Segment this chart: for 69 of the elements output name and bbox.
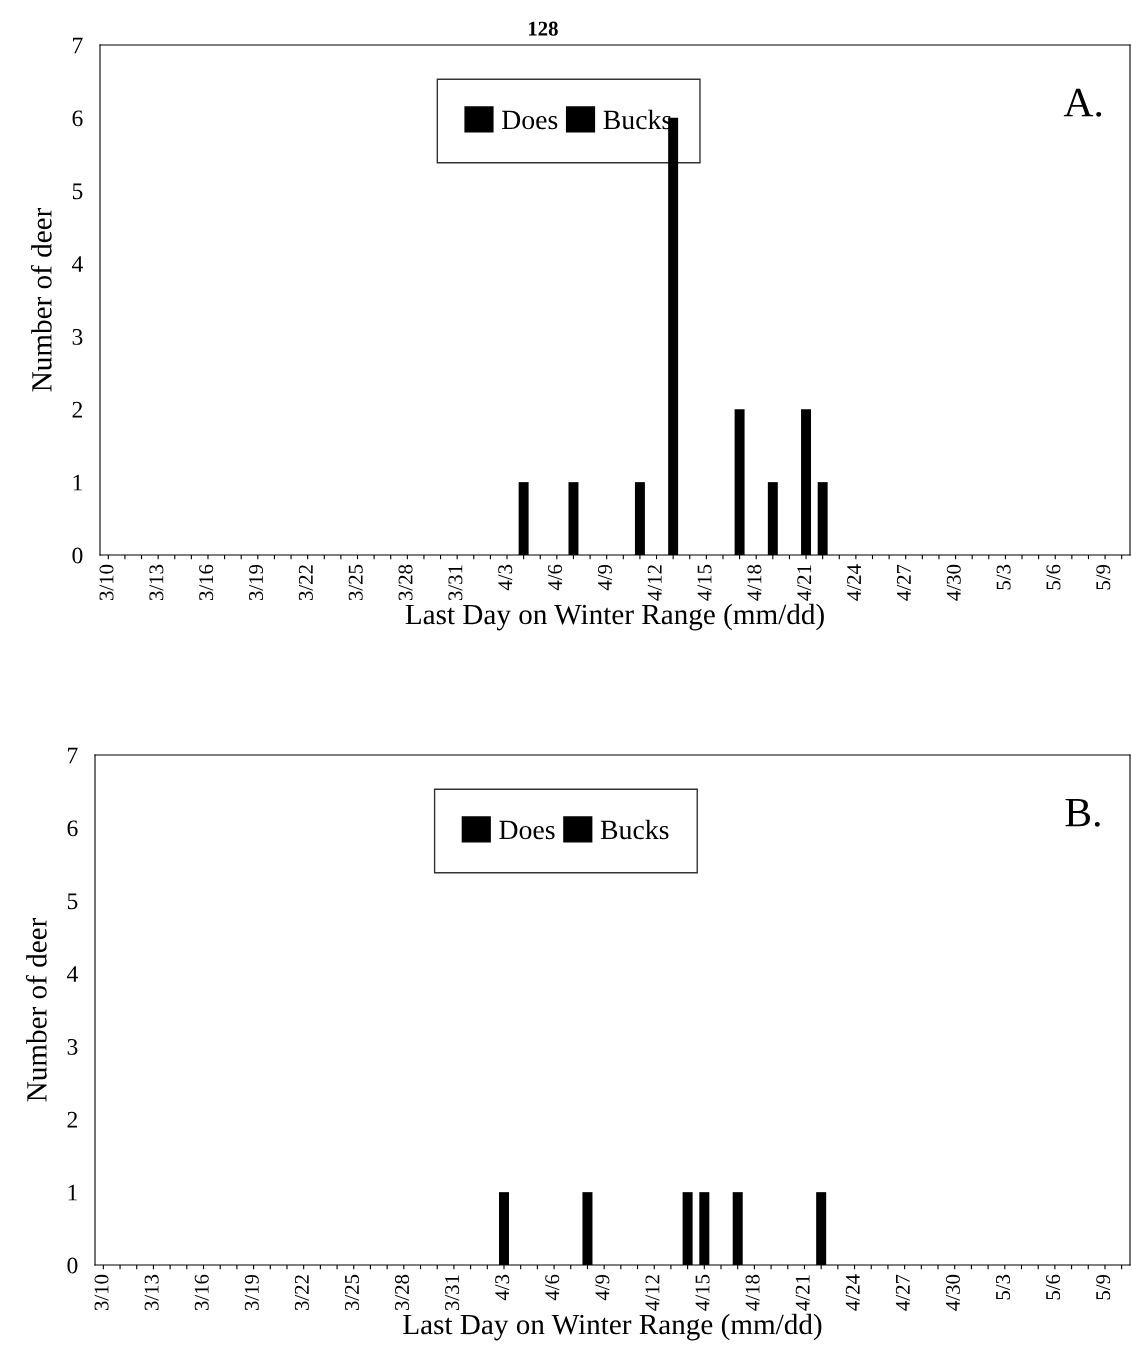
x-tick-label: 3/16 [194,1274,209,1311]
x-tick-label: 4/24 [847,564,862,601]
x-tick-label: 4/3 [495,1274,510,1301]
y-tick-label: 3 [67,1038,78,1055]
annotation: B. [1065,798,1100,827]
x-tick-label: 3/31 [445,1275,460,1311]
x-tick-label: 3/19 [249,564,264,601]
y-axis-title: Number of deer [30,207,52,392]
y-tick-label: 2 [72,401,83,418]
x-tick-label: 3/28 [398,564,413,601]
y-tick-label: 4 [66,966,78,982]
y-axis-title: Number of deer [25,917,47,1102]
x-tick-label: 3/22 [298,565,313,601]
x-tick-label: 3/10 [94,1274,109,1311]
x-tick-label: 3/10 [99,564,114,601]
y-tick-label: 0 [67,1257,78,1274]
x-axis-title: Last Day on Winter Range (mm/dd) [405,603,824,631]
x-tick-label: 4/3 [498,564,513,591]
x-tick-label: 5/6 [1046,1274,1061,1300]
y-tick-label: 6 [72,110,83,127]
x-tick-label: 4/15 [695,1274,710,1311]
x-tick-label: 5/3 [996,564,1011,590]
y-tick-label: 2 [67,1111,78,1128]
legend-label: Bucks [600,819,669,840]
x-tick-label: 3/25 [348,564,363,601]
x-tick-label: 5/9 [1096,564,1111,590]
y-tick-label: 7 [68,747,78,764]
annotation: A. [1063,88,1102,117]
x-tick-label: 3/28 [394,1274,410,1311]
x-tick-label: 4/21 [795,1275,810,1311]
x-tick-label: 3/31 [448,565,463,601]
y-tick-label: 5 [72,183,83,200]
y-tick-label: 1 [73,474,82,491]
x-tick-label: 4/30 [946,564,961,601]
y-tick-label: 0 [72,547,83,564]
x-tick-label: 4/6 [545,1274,560,1301]
x-tick-label: 5/6 [1046,564,1061,590]
x-tick-label: 4/21 [797,565,812,601]
x-tick-label: 4/27 [895,1274,910,1311]
x-tick-label: 3/25 [344,1274,359,1311]
x-tick-label: 4/12 [645,1275,660,1311]
x-tick-label: 4/9 [597,564,612,591]
x-tick-label: 4/27 [896,564,911,601]
y-tick-label: 7 [73,37,83,54]
text: 128 [528,21,558,36]
x-axis-title: Last Day on Winter Range (mm/dd) [403,1313,822,1341]
y-tick-label: 6 [67,820,78,837]
legend-label: Does [499,820,555,840]
x-tick-label: 3/13 [149,564,164,601]
x-tick-label: 4/9 [595,1274,610,1301]
x-tick-label: 4/30 [945,1274,960,1311]
x-tick-label: 5/3 [996,1274,1011,1300]
x-tick-label: 4/18 [745,1274,760,1311]
y-tick-label: 1 [68,1184,77,1201]
legend-label: Does [502,110,558,130]
x-tick-label: 4/15 [697,564,712,601]
x-tick-label: 3/13 [144,1274,159,1311]
x-tick-label: 3/19 [244,1274,259,1311]
x-tick-label: 3/16 [199,564,214,601]
y-tick-label: 5 [67,893,78,910]
x-tick-label: 3/22 [294,1275,309,1311]
x-tick-label: 4/18 [747,564,762,601]
y-tick-label: 4 [71,256,83,272]
x-tick-label: 4/24 [845,1274,860,1311]
y-tick-label: 3 [72,328,83,345]
x-tick-label: 4/6 [548,564,563,591]
x-tick-label: 5/9 [1096,1274,1111,1300]
legend-label: Bucks [603,109,672,130]
x-tick-label: 4/12 [647,565,662,601]
